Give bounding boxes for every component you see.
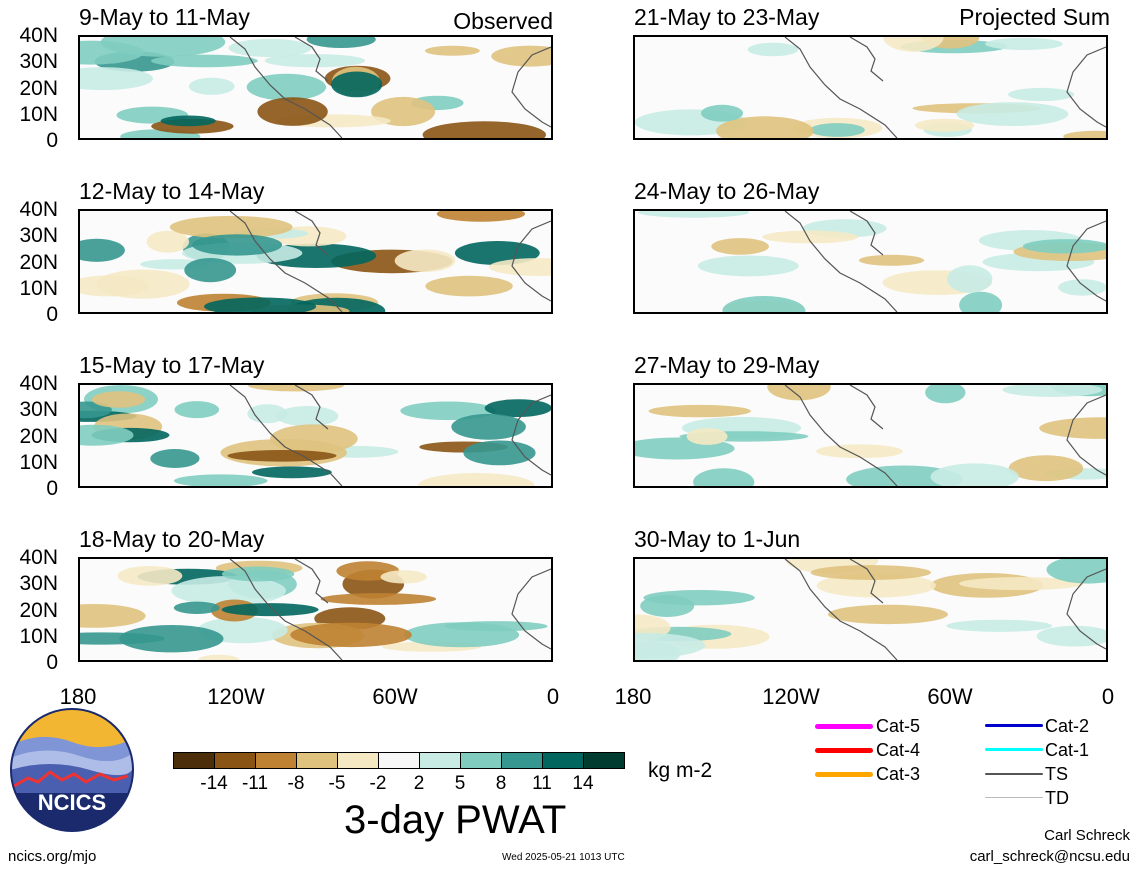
colorbar-tick-label: -11 (241, 773, 269, 794)
panel-title-right-4: 30-May to 1-Jun (634, 526, 801, 552)
lon-label-180-left: 180 (59, 684, 97, 709)
colorbar-swatch (419, 752, 461, 769)
observed-label: Observed (453, 8, 553, 34)
map-panel-right-1 (633, 35, 1108, 140)
lon-label-120w-right: 120W (762, 684, 820, 709)
colorbar-tick-label: 11 (532, 773, 552, 794)
colorbar-tick-label: -8 (287, 773, 305, 794)
colorbar-swatch (583, 752, 625, 769)
lat-label: 40N (19, 24, 58, 47)
map-panel-left-4 (78, 557, 553, 662)
panel-title-left-3: 15-May to 17-May (79, 352, 265, 378)
lat-label: 0 (46, 651, 58, 675)
colorbar-swatch (296, 752, 338, 769)
colorbar-tick-label: 14 (572, 773, 594, 794)
colorbar-tick-label: 2 (413, 773, 425, 794)
map-panel-right-2 (633, 209, 1108, 314)
legend-swatch-cat5 (815, 724, 873, 729)
panel-title-right-3: 27-May to 29-May (634, 352, 820, 378)
map-panel-left-2 (78, 209, 553, 314)
colorbar-units: kg m-2 (648, 759, 713, 782)
legend-label-cat4: Cat-4 (876, 740, 921, 760)
lat-label: 10N (19, 102, 58, 126)
colorbar-swatch (501, 752, 543, 769)
legend-swatch-cat2 (985, 724, 1043, 727)
panel-title-left-4: 18-May to 20-May (79, 526, 265, 552)
lat-label: 30N (19, 224, 58, 248)
ncics-logo: NCICS (10, 708, 134, 832)
legend-swatch-td (985, 797, 1043, 798)
colorbar-swatch (337, 752, 379, 769)
lat-label: 0 (46, 303, 58, 327)
lat-label: 20N (19, 598, 58, 622)
legend-label-cat3: Cat-3 (876, 764, 921, 784)
lat-label: 10N (19, 450, 58, 474)
lon-label-180-right: 180 (614, 684, 652, 709)
lon-label-60w-right: 60W (927, 684, 973, 709)
lat-label: 0 (46, 477, 58, 501)
lon-label-60w-left: 60W (372, 684, 418, 709)
legend-label-cat2: Cat-2 (1045, 716, 1090, 736)
lat-label: 40N (19, 198, 58, 221)
projected-sum-label: Projected Sum (959, 4, 1110, 30)
map-panel-right-3 (633, 383, 1108, 488)
legend-swatch-ts (985, 773, 1043, 775)
lat-label: 30N (19, 398, 58, 422)
colorbar-swatch (378, 752, 420, 769)
colorbar-swatch (542, 752, 584, 769)
colorbar-tick-label: -14 (200, 773, 228, 794)
legend-label-td: TD (1045, 788, 1069, 808)
lat-label: 10N (19, 624, 58, 648)
panel-title-right-2: 24-May to 26-May (634, 178, 820, 204)
panel-title-left-2: 12-May to 14-May (79, 178, 265, 204)
legend-swatch-cat3 (815, 772, 873, 777)
legend-label-ts: TS (1045, 764, 1069, 784)
colorbar-title: 3-day PWAT (344, 798, 567, 842)
site-url: ncics.org/mjo (8, 848, 97, 865)
colorbar-swatch (214, 752, 256, 769)
lat-label: 20N (19, 76, 58, 100)
legend-label-cat5: Cat-5 (876, 716, 921, 736)
lat-label: 30N (19, 572, 58, 596)
colorbar-tick-label: -5 (328, 773, 346, 794)
lat-label: 20N (19, 424, 58, 448)
timestamp: Wed 2025-05-21 1013 UTC (502, 852, 625, 863)
colorbar-tick-label: 5 (454, 773, 466, 794)
legend-label-cat1: Cat-1 (1045, 740, 1090, 760)
author-email: carl_schreck@ncsu.edu (969, 848, 1130, 865)
logo-text: NCICS (38, 790, 106, 815)
lat-label: 0 (46, 129, 58, 153)
author-name: Carl Schreck (1044, 827, 1130, 844)
lat-label: 10N (19, 276, 58, 300)
lon-label-0-left: 0 (546, 684, 560, 709)
colorbar-tick-label: -2 (369, 773, 387, 794)
lat-label: 30N (19, 50, 58, 74)
colorbar-swatch (255, 752, 297, 769)
colorbar-tick-label: 8 (495, 773, 507, 794)
colorbar-swatch (173, 752, 215, 769)
lat-label: 40N (19, 372, 58, 395)
map-panel-right-4 (633, 557, 1108, 662)
lon-label-0-right: 0 (1101, 684, 1115, 709)
map-panel-left-3 (78, 383, 553, 488)
legend-swatch-cat1 (985, 748, 1043, 751)
legend-swatch-cat4 (815, 748, 873, 753)
panel-title-right-1: 21-May to 23-May (634, 4, 820, 30)
lon-label-120w-left: 120W (207, 684, 265, 709)
lat-label: 20N (19, 250, 58, 274)
lat-label: 40N (19, 546, 58, 569)
panel-title-left-1: 9-May to 11-May (79, 4, 250, 30)
map-panel-left-1 (78, 35, 553, 140)
colorbar-swatch (460, 752, 502, 769)
